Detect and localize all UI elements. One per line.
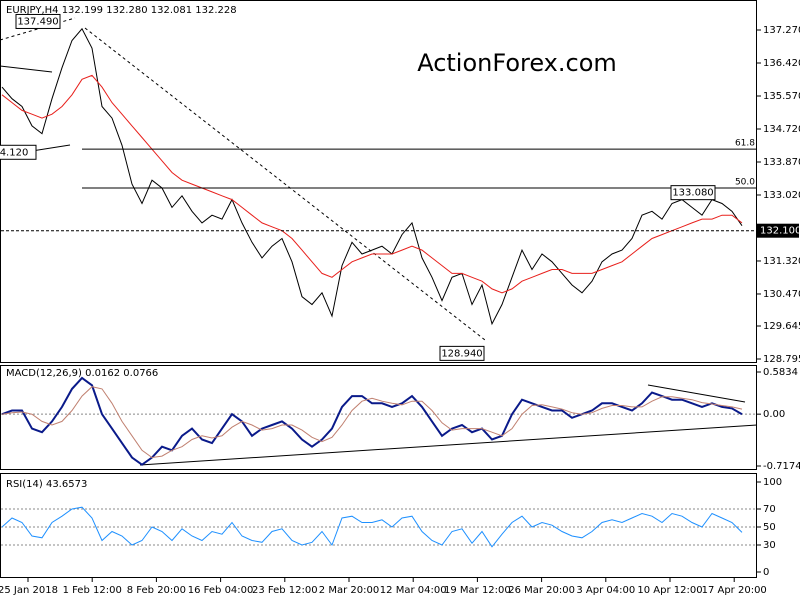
macd-trend-line	[139, 424, 758, 466]
y-tick-label: 137.270	[763, 25, 800, 36]
trend-line	[84, 27, 486, 341]
price-label-box	[439, 345, 485, 361]
y-tick-label: 131.320	[763, 256, 800, 267]
y-tick-label: 0	[763, 567, 769, 578]
price-label-box	[0, 144, 37, 160]
x-tick-label: 10 Apr 12:00	[637, 585, 702, 596]
y-tick-label: 130.470	[763, 289, 800, 300]
y-tick-label: 100	[763, 477, 782, 488]
series-line	[1, 74, 743, 294]
trend-line	[0, 65, 53, 73]
price-label-box	[670, 185, 716, 201]
y-tick-label: 30	[763, 540, 776, 551]
x-tick-label: 17 Apr 20:00	[702, 585, 767, 596]
watermark: ActionForex.com	[417, 49, 617, 77]
y-tick-label: 133.870	[763, 157, 800, 168]
y-tick-label: 128.795	[763, 354, 800, 365]
macd-panel	[0, 365, 757, 470]
trend-line	[0, 17, 76, 41]
main-panel	[0, 0, 757, 363]
price-label: 137.490	[17, 16, 58, 27]
y-tick-label: 136.420	[763, 58, 800, 69]
x-tick-label: 19 Mar 12:00	[444, 585, 511, 596]
fib-label: 50.0	[735, 177, 755, 187]
series-line	[1, 386, 743, 459]
x-tick-label: 1 Feb 12:00	[63, 585, 122, 596]
rsi-title: RSI(14) 43.6573	[6, 479, 87, 490]
x-tick-label: 3 Apr 04:00	[576, 585, 635, 596]
x-tick-label: 8 Feb 20:00	[127, 585, 186, 596]
y-tick-label: 50	[763, 522, 776, 533]
x-tick-label: 23 Feb 12:00	[252, 585, 318, 596]
fib-label: 61.8	[735, 139, 755, 149]
last-price-box	[757, 223, 799, 238]
series-line	[1, 27, 743, 326]
series-line	[1, 376, 743, 466]
macd-title: MACD(12,26,9) 0.0162 0.0766	[6, 368, 158, 379]
macd-trend-line	[647, 384, 746, 403]
last-price-label: 132.100	[760, 226, 800, 237]
x-tick-label: 12 Mar 04:00	[380, 585, 447, 596]
y-tick-label: 133.020	[763, 190, 800, 201]
y-tick-label: 134.720	[763, 124, 800, 135]
x-tick-label: 26 Mar 20:00	[508, 585, 575, 596]
price-label: 128.940	[441, 348, 482, 359]
y-tick-label: 70	[763, 504, 776, 515]
y-tick-label: 135.570	[763, 91, 800, 102]
chart-title: EURJPY,H4 132.199 132.280 132.081 132.22…	[6, 5, 237, 16]
x-tick-label: 2 Mar 20:00	[319, 585, 379, 596]
x-tick-label: 16 Feb 04:00	[188, 585, 254, 596]
y-tick-label: 0.5834	[763, 367, 798, 378]
y-tick-label: 0.00	[763, 409, 785, 420]
y-tick-label: 129.645	[763, 321, 800, 332]
y-tick-label: -0.7174	[763, 461, 800, 472]
rsi-panel	[0, 473, 757, 578]
series-line	[1, 506, 743, 548]
x-tick-label: 25 Jan 2018	[0, 585, 58, 596]
price-label: 133.080	[672, 188, 713, 199]
price-label: 4.120	[0, 147, 28, 158]
price-label-box	[15, 13, 61, 29]
